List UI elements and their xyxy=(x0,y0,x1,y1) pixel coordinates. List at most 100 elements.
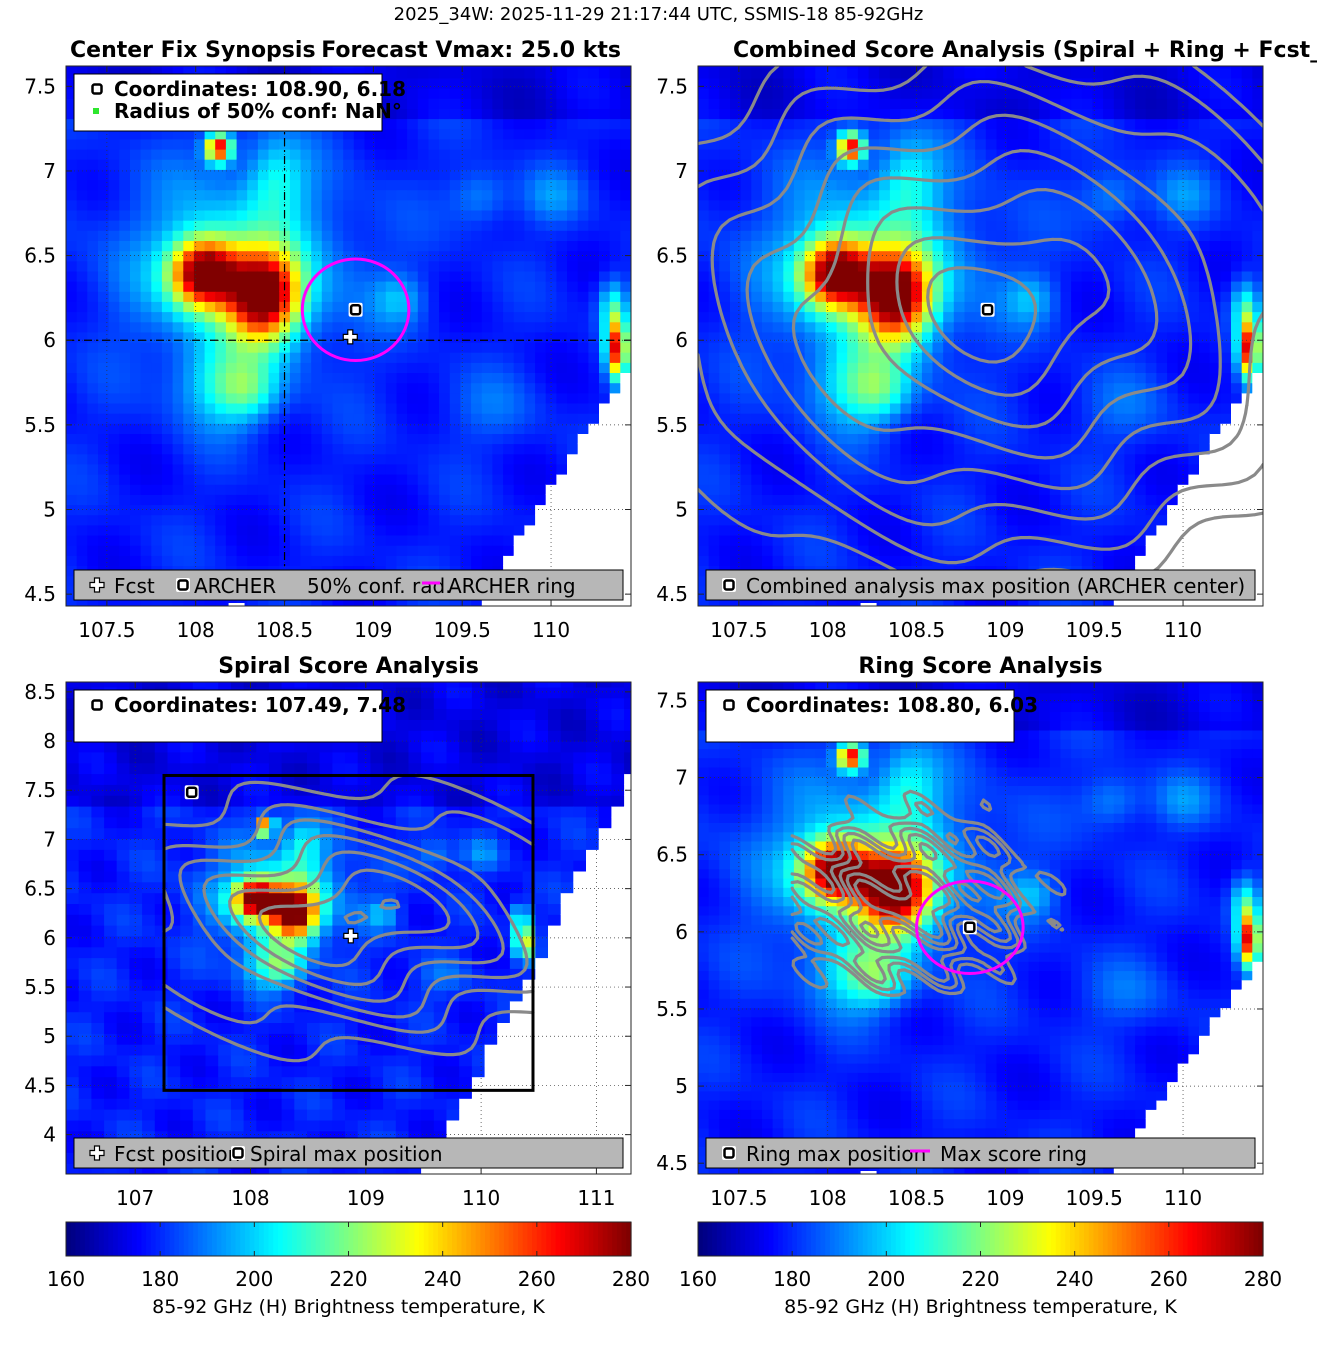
heatmap-cell xyxy=(620,169,631,181)
heatmap-cell xyxy=(215,382,227,394)
heatmap-cell xyxy=(151,260,163,272)
heatmap-cell xyxy=(1028,545,1040,556)
heatmap-cell xyxy=(1060,138,1072,150)
heatmap-cell xyxy=(609,352,621,363)
heatmap-cell xyxy=(698,108,710,120)
heatmap-cell xyxy=(588,494,600,506)
heatmap-cell xyxy=(577,321,589,333)
heatmap-cell xyxy=(385,98,398,109)
heatmap-cell xyxy=(268,148,280,160)
heatmap-cell xyxy=(889,514,902,526)
heatmap-cell xyxy=(1081,453,1094,465)
heatmap-cell xyxy=(289,159,302,170)
heatmap-cell xyxy=(375,382,387,394)
legend-fcst: Fcst xyxy=(114,574,155,598)
heatmap-cell xyxy=(449,382,462,394)
heatmap-cell xyxy=(311,199,323,211)
heatmap-cell xyxy=(119,260,131,272)
heatmap-cell xyxy=(76,555,88,566)
heatmap-cell xyxy=(332,138,344,150)
heatmap-cell xyxy=(1007,98,1019,109)
heatmap-cell xyxy=(932,108,944,120)
heatmap-cell xyxy=(783,453,795,465)
heatmap-cell xyxy=(943,494,955,506)
heatmap-cell xyxy=(740,260,752,272)
heatmap-cell xyxy=(1049,138,1062,150)
heatmap-cell xyxy=(439,534,451,546)
heatmap-cell xyxy=(236,128,248,140)
heatmap-cell xyxy=(847,321,859,333)
heatmap-cell xyxy=(396,443,408,455)
heatmap-cell xyxy=(183,545,195,556)
heatmap-cell xyxy=(620,575,631,587)
heatmap-cell xyxy=(503,524,515,536)
heatmap-cell xyxy=(204,392,216,404)
heatmap-cell xyxy=(385,402,398,414)
heatmap-cell xyxy=(151,595,163,606)
heatmap-cell xyxy=(772,270,784,282)
heatmap-cell xyxy=(868,443,880,455)
heatmap-cell xyxy=(1028,169,1040,181)
heatmap-cell xyxy=(911,474,923,485)
heatmap-cell xyxy=(183,463,195,475)
heatmap-cell xyxy=(599,230,611,241)
heatmap-cell xyxy=(857,372,870,384)
heatmap-cell xyxy=(449,250,462,262)
heatmap-cell xyxy=(783,534,795,546)
heatmap-cell xyxy=(1017,179,1030,191)
heatmap-cell xyxy=(417,66,430,69)
heatmap-cell xyxy=(87,474,99,485)
heatmap-cell xyxy=(889,301,902,313)
heatmap-cell xyxy=(996,484,1008,495)
heatmap-cell xyxy=(321,463,334,475)
heatmap-cell xyxy=(1071,595,1083,606)
heatmap-cell xyxy=(879,362,891,373)
heatmap-cell xyxy=(719,341,731,353)
heatmap-cell xyxy=(609,372,621,384)
heatmap-cell xyxy=(119,484,131,495)
heatmap-cell xyxy=(407,148,419,160)
heatmap-cell xyxy=(857,260,870,272)
heatmap-cell xyxy=(460,352,472,363)
heatmap-cell xyxy=(556,331,568,343)
heatmap-cell xyxy=(535,250,547,262)
heatmap-cell xyxy=(889,372,902,384)
heatmap-cell xyxy=(772,281,784,292)
heatmap-cell xyxy=(943,250,955,262)
heatmap-cell xyxy=(1017,301,1030,313)
heatmap-cell xyxy=(953,595,966,606)
heatmap-cell xyxy=(804,88,816,99)
heatmap-cell xyxy=(535,281,547,292)
heatmap-cell xyxy=(524,413,536,424)
heatmap-cell xyxy=(836,352,848,363)
heatmap-cell xyxy=(556,321,568,333)
heatmap-cell xyxy=(130,534,142,546)
heatmap-cell xyxy=(762,524,774,536)
heatmap-cell xyxy=(311,524,323,536)
heatmap-cell xyxy=(268,524,280,536)
heatmap-cell xyxy=(762,331,774,343)
heatmap-cell xyxy=(172,423,184,434)
heatmap-cell xyxy=(609,189,621,201)
heatmap-cell xyxy=(364,595,376,606)
heatmap-cell xyxy=(620,88,631,99)
heatmap-cell xyxy=(471,189,483,201)
heatmap-cell xyxy=(439,179,451,191)
heatmap-cell xyxy=(577,474,589,485)
heatmap-cell xyxy=(407,402,419,414)
heatmap-cell xyxy=(343,392,355,404)
heatmap-cell xyxy=(900,169,912,181)
heatmap-cell xyxy=(385,230,398,241)
heatmap-cell xyxy=(172,392,184,404)
heatmap-cell xyxy=(620,108,631,120)
heatmap-cell xyxy=(793,98,806,109)
heatmap-cell xyxy=(343,524,355,536)
heatmap-cell xyxy=(449,311,462,323)
heatmap-cell xyxy=(556,595,568,606)
heatmap-cell xyxy=(985,362,998,373)
heatmap-cell xyxy=(556,270,568,282)
heatmap-cell xyxy=(985,209,998,221)
heatmap-cell xyxy=(868,148,880,160)
heatmap-cell xyxy=(183,504,195,516)
